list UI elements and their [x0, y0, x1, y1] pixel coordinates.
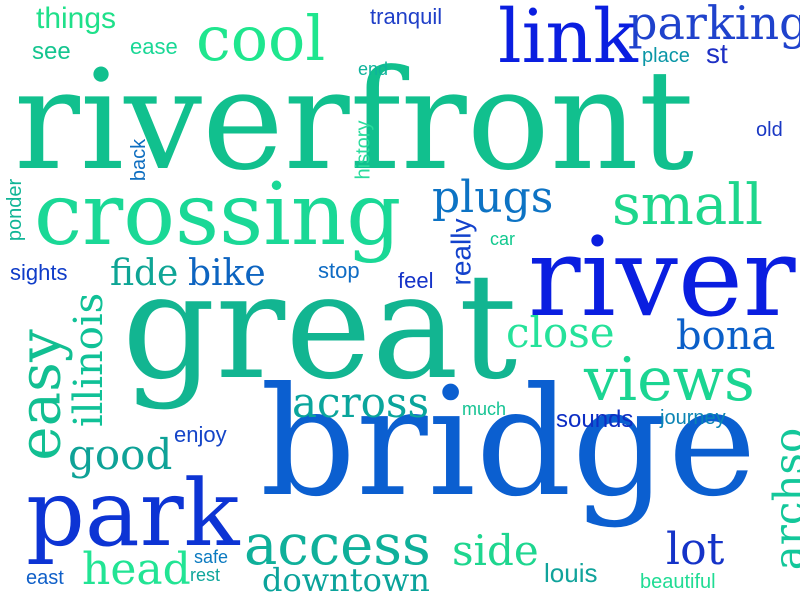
word-views: views [584, 345, 755, 415]
word-bona: bona [676, 313, 776, 359]
word-archso: archso [764, 427, 800, 571]
word-really: really [445, 218, 477, 286]
word-head: head [82, 544, 191, 595]
word-old: old [756, 119, 783, 141]
word-plugs: plugs [432, 172, 554, 223]
word-much: much [462, 399, 507, 419]
word-feel: feel [398, 268, 434, 293]
word-tranquil: tranquil [370, 4, 443, 29]
word-safe: safe [194, 547, 229, 567]
word-rest: rest [190, 565, 221, 585]
word-cool: cool [196, 2, 326, 75]
word-good: good [68, 430, 173, 479]
word-back: back [128, 138, 151, 182]
word-great: great [122, 242, 518, 412]
word-small: small [612, 173, 764, 238]
word-park: park [26, 460, 240, 567]
word-history: history [352, 120, 375, 180]
word-fide: fide [110, 253, 179, 294]
word-east: east [26, 567, 64, 589]
word-ponder: ponder [4, 178, 27, 242]
word-st: st [706, 38, 728, 69]
word-across: across [292, 378, 430, 427]
word-easy: easy [5, 329, 74, 461]
word-link: link [498, 0, 638, 80]
word-parking: parking [628, 0, 800, 50]
word-downtown: downtown [262, 561, 430, 599]
word-lot: lot [666, 524, 725, 575]
word-close: close [506, 308, 615, 357]
word-ease: ease [130, 34, 178, 59]
word-riverfront: riverfront [14, 40, 695, 201]
word-beautiful: beautiful [640, 571, 716, 593]
word-stop: stop [318, 258, 360, 283]
word-sounds: sounds [556, 406, 634, 433]
word-see: see [32, 38, 71, 65]
word-river: river [528, 213, 796, 341]
word-sights: sights [10, 260, 68, 285]
word-car: car [490, 229, 516, 249]
word-illinois: illinois [66, 292, 113, 428]
word-end: end [358, 59, 389, 79]
word-side: side [452, 526, 539, 575]
word-things: things [36, 2, 117, 35]
word-enjoy: enjoy [174, 422, 227, 447]
word-crossing: crossing [34, 165, 402, 265]
word-access: access [244, 513, 431, 578]
word-journey: journey [660, 407, 726, 429]
word-bike: bike [188, 253, 266, 294]
word-louis: louis [544, 558, 598, 588]
word-bridge: bridge [260, 356, 757, 530]
word-place: place [642, 45, 690, 67]
